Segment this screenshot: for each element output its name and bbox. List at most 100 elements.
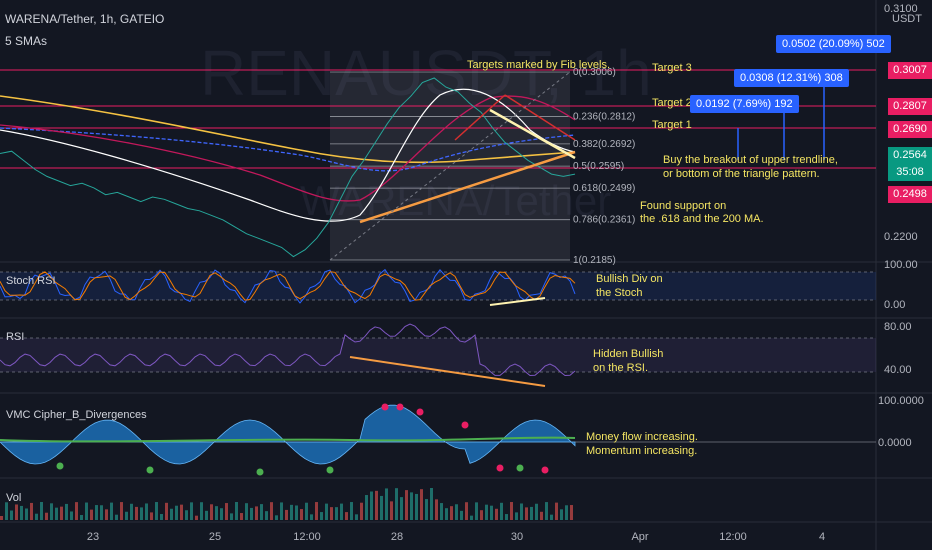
price-tag-target-1: 0.2690: [888, 121, 932, 138]
time-axis: 23 25 12:00 28 30 Apr 12:00 4: [87, 531, 825, 543]
volume-bar: [390, 501, 393, 520]
annotation-breakout-2: or bottom of the triangle pattern.: [663, 168, 820, 180]
volume-bar: [255, 506, 258, 520]
annotation-rsi-1: Hidden Bullish: [593, 348, 664, 360]
volume-bar: [455, 504, 458, 520]
rsi-label[interactable]: RSI: [6, 331, 25, 343]
fib-label: 0.382(0.2692): [573, 139, 635, 150]
indicator-label[interactable]: 5 SMAs: [5, 34, 48, 48]
stoch-d-line: [0, 271, 576, 301]
volume-bar: [120, 502, 123, 520]
rsi-band: [0, 338, 876, 372]
volume-bar: [35, 513, 38, 520]
price-tag-bottom: 0.2498: [888, 186, 932, 203]
price-tick-bottom: 0.2200: [884, 231, 918, 243]
vmc-wave: [0, 404, 576, 465]
vol-label[interactable]: Vol: [6, 492, 22, 504]
volume-bar: [40, 502, 43, 520]
volume-bar: [140, 507, 143, 520]
resistance-trendline: [489, 108, 576, 160]
countdown-tag: 35:08: [888, 164, 932, 181]
volume-bar: [355, 514, 358, 520]
volume-bar: [100, 505, 103, 520]
vmc-label[interactable]: VMC Cipher_B_Divergences: [6, 409, 147, 421]
stoch-tick-100: 100.00: [884, 259, 918, 271]
volume-bar: [465, 502, 468, 520]
vmc-dot: [496, 464, 504, 472]
volume-bar: [80, 515, 83, 520]
badge-target-3[interactable]: 0.0502 (20.09%) 502: [776, 35, 891, 53]
volume-bar: [545, 502, 548, 520]
fib-label: 0.5(0.2595): [573, 161, 624, 172]
watermark-symbol: RENAUSDT, 1h: [200, 37, 652, 109]
volume-bar: [440, 503, 443, 520]
volume-bar: [305, 502, 308, 520]
vmc-dot: [416, 408, 424, 416]
vmc-dot: [516, 464, 524, 472]
volume-bar: [185, 510, 188, 520]
volume-bar: [110, 502, 113, 520]
volume-bar: [300, 509, 303, 520]
volume-bar: [410, 492, 413, 520]
price-tag-target-2: 0.2807: [888, 98, 932, 115]
vmc-dot: [256, 468, 264, 476]
volume-bar: [60, 506, 63, 520]
volume-bar: [415, 493, 418, 520]
badge-target-2[interactable]: 0.0308 (12.31%) 308: [734, 69, 849, 87]
volume-bar: [180, 504, 183, 520]
volume-bar: [30, 502, 33, 520]
annotation-support-2: the .618 and the 200 MA.: [640, 213, 764, 225]
vmc-dot: [396, 403, 404, 411]
volume-bar: [50, 503, 53, 520]
time-tick: 12:00: [719, 531, 747, 543]
currency-label: USDT: [892, 13, 922, 25]
volume-bar: [450, 506, 453, 520]
volume-bar: [190, 502, 193, 520]
volume-bar: [420, 489, 423, 520]
volume-bar: [205, 510, 208, 520]
vmc-dot: [56, 462, 64, 470]
volume-bar: [170, 508, 173, 520]
ma-20-line: [0, 88, 576, 222]
volume-bar: [165, 502, 168, 520]
badge-target-1[interactable]: 0.0192 (7.69%) 192: [690, 95, 799, 113]
volume-bar: [520, 503, 523, 520]
vmc-dot: [326, 466, 334, 474]
volume-bar: [55, 507, 58, 520]
vmc-dot: [381, 403, 389, 411]
volume-bar: [90, 509, 93, 520]
volume-bar: [290, 504, 293, 520]
vmc-tick-0: 0.0000: [878, 437, 912, 449]
volume-bar: [155, 502, 158, 520]
volume-bar: [565, 505, 568, 520]
volume-bar: [370, 491, 373, 520]
volume-bar: [555, 502, 558, 520]
volume-bar: [245, 503, 248, 520]
ma-100-line: [0, 127, 576, 172]
symbol-title[interactable]: WARENA/Tether, 1h, GATEIO: [5, 12, 165, 26]
volume-bar: [540, 511, 543, 520]
annotation-stoch-1: Bullish Div on: [596, 273, 663, 285]
volume-bar: [235, 502, 238, 520]
annotation-vmc-1: Money flow increasing.: [586, 431, 698, 443]
volume-bar: [135, 506, 138, 520]
volume-bar: [105, 509, 108, 520]
volume-bar: [175, 505, 178, 520]
volume-bar: [505, 514, 508, 520]
target-1-label: Target 1: [652, 119, 692, 131]
fib-label: 0.786(0.2361): [573, 215, 635, 226]
stoch-label[interactable]: Stoch RSI: [6, 275, 56, 287]
volume-bar: [310, 514, 313, 520]
price-line: [0, 77, 576, 258]
volume-bar: [385, 488, 388, 520]
time-tick: 25: [209, 531, 221, 543]
rsi-divergence-line: [349, 356, 546, 387]
vmc-dot: [146, 466, 154, 474]
volume-bar: [20, 505, 23, 520]
vmc-dot: [541, 466, 549, 474]
volume-bar: [360, 502, 363, 520]
rsi-tick-80: 80.00: [884, 321, 912, 333]
volume-bar: [275, 515, 278, 520]
volume-bar: [460, 510, 463, 520]
fib-label: 0.618(0.2499): [573, 183, 635, 194]
